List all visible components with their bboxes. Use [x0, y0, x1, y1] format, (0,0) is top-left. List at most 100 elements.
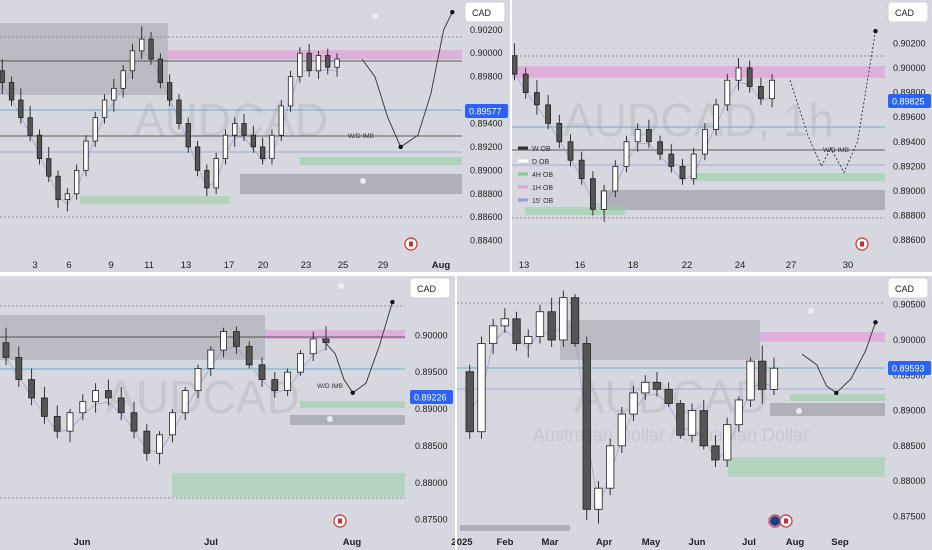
x-tick-label: Jul — [204, 537, 218, 548]
last-price-label: 0.89226 — [414, 393, 447, 403]
candle-body — [143, 430, 151, 454]
x-tick-label: Apr — [596, 537, 613, 548]
y-tick-label: 0.89000 — [415, 404, 448, 414]
y-tick-label: 0.90000 — [470, 48, 503, 58]
order-block-zone — [690, 173, 885, 181]
candle-body — [612, 165, 619, 192]
x-tick-label: 3 — [32, 260, 37, 271]
candle-body — [55, 175, 61, 201]
y-tick-label: 0.88000 — [893, 476, 926, 486]
candle-body — [120, 70, 126, 89]
candle-body — [322, 338, 330, 344]
legend-entry: D OB — [532, 159, 549, 166]
order-block-zone — [240, 174, 465, 194]
candle-body — [92, 390, 99, 403]
last-price-label: 0.89593 — [892, 364, 925, 374]
target-dot — [450, 10, 455, 15]
candle-body — [258, 364, 266, 380]
marker-dot — [808, 308, 814, 314]
candle-body — [594, 487, 603, 510]
candle-body — [477, 343, 486, 433]
x-tick-label: Feb — [497, 537, 514, 548]
x-tick-label: 23 — [301, 260, 312, 271]
candle-body — [567, 141, 574, 161]
y-tick-label: 0.87500 — [415, 515, 448, 525]
candle-body — [713, 104, 719, 130]
candle-body — [222, 134, 229, 160]
candle-body — [204, 169, 210, 189]
candle-body — [168, 412, 176, 436]
candle-body — [524, 336, 533, 344]
candle-body — [664, 388, 673, 404]
imbalance-label: W/D IMB — [823, 147, 849, 154]
candle-body — [679, 165, 686, 180]
order-block-zone — [728, 457, 885, 477]
y-tick-label: 0.90000 — [893, 63, 926, 73]
x-tick-label: 29 — [378, 260, 389, 271]
x-tick-label: 6 — [66, 260, 71, 271]
candle-body — [652, 381, 662, 390]
maple-leaf-icon — [409, 241, 413, 247]
candle-body — [53, 416, 61, 432]
candle-body — [511, 55, 518, 75]
legend-entry: 4H OB — [532, 172, 553, 179]
candle-body — [623, 141, 630, 167]
legend-entry: W OB — [532, 146, 551, 153]
candle-body — [582, 343, 591, 510]
currency-label: CAD — [472, 8, 492, 18]
x-tick-label: 24 — [735, 260, 746, 271]
candle-body — [617, 413, 626, 447]
entry-dot — [350, 390, 355, 396]
candle-body — [711, 445, 720, 461]
candle-body — [535, 311, 545, 337]
target-dot — [873, 28, 878, 34]
candle-body — [101, 99, 108, 119]
x-tick-label: May — [642, 537, 661, 548]
x-tick-label: Jun — [689, 537, 706, 548]
currency-label: CAD — [417, 284, 437, 294]
y-tick-label: 0.88400 — [470, 236, 503, 246]
candle-body — [15, 357, 23, 380]
legend-entry: 15' OB — [532, 198, 554, 205]
candle-body — [46, 158, 52, 177]
marker-dot — [372, 13, 378, 19]
order-block-zone — [172, 473, 407, 497]
currency-box — [887, 1, 929, 23]
y-tick-label: 0.90500 — [893, 300, 926, 310]
watermark-subtitle: Australian Dollar / Canadian Dollar — [533, 425, 809, 445]
candle-body — [166, 82, 173, 101]
candle-body — [284, 371, 292, 391]
x-tick-label: 25 — [338, 260, 349, 271]
x-tick-label: 16 — [575, 260, 586, 271]
candle-body — [269, 134, 275, 160]
candle-body — [488, 325, 498, 344]
order-block-zone — [525, 207, 625, 215]
order-block-zone — [80, 196, 230, 204]
last-price-tag — [465, 104, 508, 118]
y-tick-label: 0.89500 — [415, 367, 448, 377]
candle-body — [629, 392, 638, 415]
y-tick-label: 0.89000 — [470, 165, 503, 175]
candle-body — [657, 141, 663, 155]
last-price-label: 0.89577 — [469, 107, 502, 117]
candle-body — [699, 410, 708, 447]
candle-body — [606, 445, 615, 489]
y-tick-label: 0.88500 — [415, 441, 448, 451]
y-tick-label: 0.88600 — [893, 235, 926, 245]
candle-body — [220, 331, 228, 351]
candle-body — [157, 58, 164, 83]
order-block-zone — [168, 50, 463, 59]
candle-body — [325, 55, 331, 68]
candle-body — [676, 403, 685, 436]
candle-body — [79, 401, 87, 414]
candle-body — [522, 73, 529, 93]
candle-body — [746, 360, 755, 401]
candle-body — [634, 129, 641, 143]
x-tick-label: 18 — [628, 260, 639, 271]
candle-body — [250, 134, 257, 148]
y-tick-label: 0.89800 — [893, 88, 926, 98]
candle-body — [309, 338, 317, 355]
y-tick-label: 0.88800 — [893, 211, 926, 221]
x-tick-label: 2025 — [451, 537, 473, 548]
candle-body — [194, 146, 201, 171]
